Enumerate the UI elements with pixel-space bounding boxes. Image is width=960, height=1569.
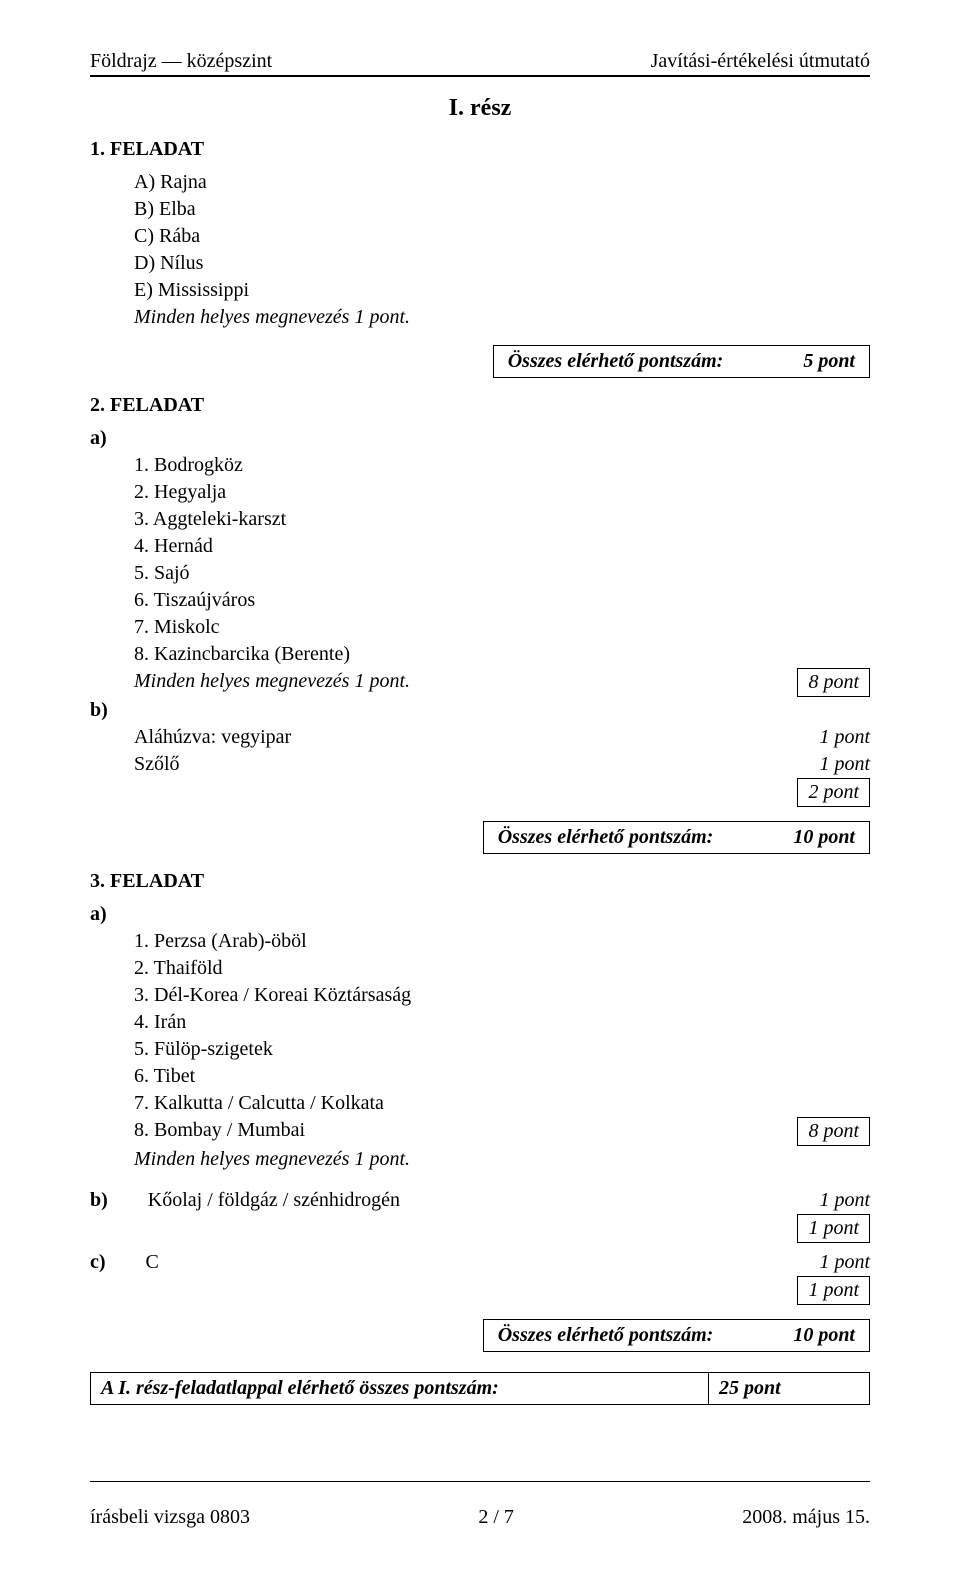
task1-item-c: C) Rába bbox=[134, 223, 870, 250]
task2-heading: 2. FELADAT bbox=[90, 394, 870, 417]
task2-a-item-2: 2. Hegyalja bbox=[134, 479, 870, 506]
task3-a-item-8: 8. Bombay / Mumbai bbox=[134, 1117, 305, 1144]
task3-c-box: 1 pont bbox=[797, 1276, 870, 1305]
header-left: Földrajz — középszint bbox=[90, 50, 272, 73]
task3-c-right: 1 pont bbox=[740, 1249, 870, 1276]
task1-note: Minden helyes megnevezés 1 pont. bbox=[134, 304, 870, 331]
task2-total-value: 10 pont bbox=[793, 826, 855, 848]
header-rule bbox=[90, 75, 870, 77]
page: Földrajz — középszint Javítási-értékelés… bbox=[0, 0, 960, 1569]
task3-c-row: c) C bbox=[90, 1249, 159, 1276]
task2-a-item-3: 3. Aggteleki-karszt bbox=[134, 506, 870, 533]
task2-a-item-6: 6. Tiszaújváros bbox=[134, 587, 870, 614]
task2-b-line2-right: 1 pont bbox=[740, 751, 870, 778]
summary-label: A I. rész-feladatlappal elérhető összes … bbox=[91, 1373, 709, 1404]
task2-a-item-8: 8. Kazincbarcika (Berente) bbox=[134, 641, 870, 668]
task1-item-b: B) Elba bbox=[134, 196, 870, 223]
footer-left: írásbeli vizsga 0803 bbox=[90, 1506, 250, 1529]
task2-a-item-7: 7. Miskolc bbox=[134, 614, 870, 641]
task2-a-item-4: 4. Hernád bbox=[134, 533, 870, 560]
task3-c-label: c) bbox=[90, 1251, 106, 1273]
task2-a-item-5: 5. Sajó bbox=[134, 560, 870, 587]
task2-a-item-1: 1. Bodrogköz bbox=[134, 452, 870, 479]
task2-a-note: Minden helyes megnevezés 1 pont. bbox=[134, 668, 410, 695]
task1-item-e: E) Mississippi bbox=[134, 277, 870, 304]
task3-a-box: 8 pont bbox=[797, 1117, 870, 1146]
task3-part-a-label: a) bbox=[90, 901, 870, 928]
task2-a-points-box: 8 pont bbox=[797, 668, 870, 697]
task3-a-item-6: 6. Tibet bbox=[134, 1063, 870, 1090]
task3-heading: 3. FELADAT bbox=[90, 870, 870, 893]
task1-item-a: A) Rajna bbox=[134, 169, 870, 196]
task3-a-item-5: 5. Fülöp-szigetek bbox=[134, 1036, 870, 1063]
page-header: Földrajz — középszint Javítási-értékelés… bbox=[90, 50, 870, 73]
task1-total-label: Összes elérhető pontszám: bbox=[508, 350, 724, 372]
task2-b-line2-left: Szőlő bbox=[134, 751, 180, 778]
task2-b-box: 2 pont bbox=[797, 778, 870, 807]
task3-b-text: Kőolaj / földgáz / szénhidrogén bbox=[148, 1189, 400, 1211]
task2-total-label: Összes elérhető pontszám: bbox=[498, 826, 714, 848]
footer-rule bbox=[90, 1481, 870, 1482]
task2-part-b-label: b) bbox=[90, 697, 870, 724]
task2-total-box: Összes elérhető pontszám: 10 pont bbox=[483, 821, 870, 854]
section-title: I. rész bbox=[90, 95, 870, 122]
task2-part-a-label: a) bbox=[90, 425, 870, 452]
task3-b-row: b) Kőolaj / földgáz / szénhidrogén bbox=[90, 1187, 400, 1214]
task3-c-text: C bbox=[146, 1251, 159, 1273]
task3-total-value: 10 pont bbox=[793, 1324, 855, 1346]
task2-b-line1-right: 1 pont bbox=[740, 724, 870, 751]
task2-b-line1-left: Aláhúzva: vegyipar bbox=[134, 724, 291, 751]
task1-total-box: Összes elérhető pontszám: 5 pont bbox=[493, 345, 870, 378]
task1-heading: 1. FELADAT bbox=[90, 138, 870, 161]
summary-value: 25 pont bbox=[709, 1373, 869, 1404]
task3-total-box: Összes elérhető pontszám: 10 pont bbox=[483, 1319, 870, 1352]
task3-a-item-7: 7. Kalkutta / Calcutta / Kolkata bbox=[134, 1090, 870, 1117]
task3-total-label: Összes elérhető pontszám: bbox=[498, 1324, 714, 1346]
task3-a-item-2: 2. Thaiföld bbox=[134, 955, 870, 982]
task3-b-box: 1 pont bbox=[797, 1214, 870, 1243]
summary-row: A I. rész-feladatlappal elérhető összes … bbox=[90, 1372, 870, 1405]
task3-b-label: b) bbox=[90, 1189, 108, 1211]
task1-total-value: 5 pont bbox=[803, 350, 855, 372]
page-footer: írásbeli vizsga 0803 2 / 7 2008. május 1… bbox=[90, 1506, 870, 1529]
header-right: Javítási-értékelési útmutató bbox=[651, 50, 870, 73]
task3-a-item-3: 3. Dél-Korea / Koreai Köztársaság bbox=[134, 982, 870, 1009]
footer-center: 2 / 7 bbox=[478, 1506, 514, 1529]
task3-a-item-4: 4. Irán bbox=[134, 1009, 870, 1036]
task1-item-d: D) Nílus bbox=[134, 250, 870, 277]
task3-b-right: 1 pont bbox=[740, 1187, 870, 1214]
task3-a-note: Minden helyes megnevezés 1 pont. bbox=[134, 1146, 870, 1173]
task3-a-item-1: 1. Perzsa (Arab)-öböl bbox=[134, 928, 870, 955]
footer-right: 2008. május 15. bbox=[742, 1506, 870, 1529]
